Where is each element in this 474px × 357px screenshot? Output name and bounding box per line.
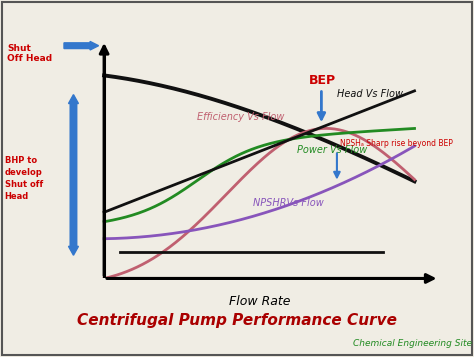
Text: Power Vs Flow: Power Vs Flow xyxy=(297,145,367,155)
Text: Head Vs Flow: Head Vs Flow xyxy=(337,90,403,100)
Text: Chemical Engineering Site: Chemical Engineering Site xyxy=(353,339,472,348)
Text: Shut
Off Head: Shut Off Head xyxy=(7,44,52,63)
Text: Efficiency Vs Flow: Efficiency Vs Flow xyxy=(197,112,284,122)
Text: BHP to
develop
Shut off
Head: BHP to develop Shut off Head xyxy=(5,156,43,201)
Text: Flow Rate: Flow Rate xyxy=(228,295,290,308)
Text: NPSHRVs Flow: NPSHRVs Flow xyxy=(253,198,324,208)
Text: BEP: BEP xyxy=(309,74,336,87)
Text: Centrifugal Pump Performance Curve: Centrifugal Pump Performance Curve xyxy=(77,313,397,328)
Text: NPSHₐ Sharp rise beyond BEP: NPSHₐ Sharp rise beyond BEP xyxy=(340,139,453,148)
